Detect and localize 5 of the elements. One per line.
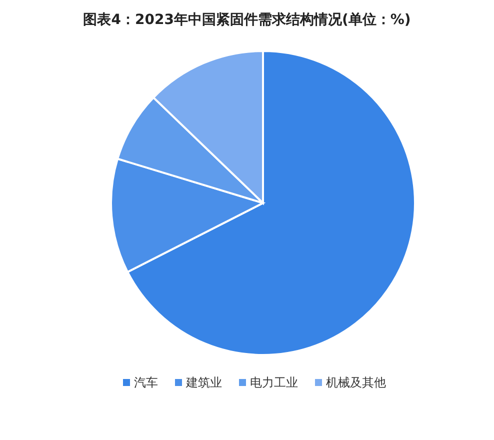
legend-label: 汽车 [134,375,158,390]
legend-label: 建筑业 [185,375,222,390]
legend-label: 机械及其他 [326,375,386,390]
legend-label: 电力工业 [250,375,298,390]
chart-title: 图表4：2023年中国紧固件需求结构情况(单位：%) [83,12,411,28]
